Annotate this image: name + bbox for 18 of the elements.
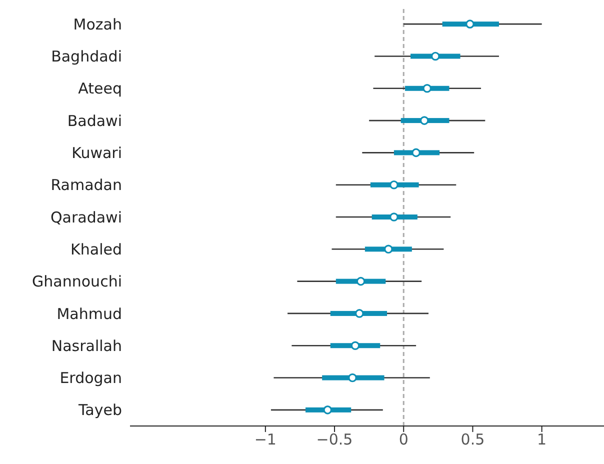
y-tick-label: Qaradawi: [50, 208, 122, 226]
y-tick-label: Ateeq: [78, 80, 122, 98]
y-tick-label: Kuwari: [72, 144, 122, 162]
x-tick-label: 1: [537, 430, 547, 449]
y-tick-label: Badawi: [67, 112, 122, 130]
y-tick-label: Ramadan: [50, 176, 122, 194]
x-tick-label: 0.5: [460, 430, 485, 449]
y-tick-label: Erdogan: [60, 369, 122, 388]
y-tick-label: Baghdadi: [51, 48, 122, 66]
x-tick-label: −1: [254, 430, 276, 449]
x-tick-label: 0: [398, 430, 408, 449]
y-tick-label: Tayeb: [78, 401, 122, 420]
y-tick-label: Nasrallah: [51, 336, 122, 355]
y-tick-label: Mozah: [73, 15, 122, 34]
y-tick-label: Ghannouchi: [32, 272, 122, 291]
y-tick-label: Khaled: [70, 240, 122, 258]
x-tick-label: −0.5: [316, 430, 353, 449]
y-tick-label: Mahmud: [56, 304, 122, 323]
